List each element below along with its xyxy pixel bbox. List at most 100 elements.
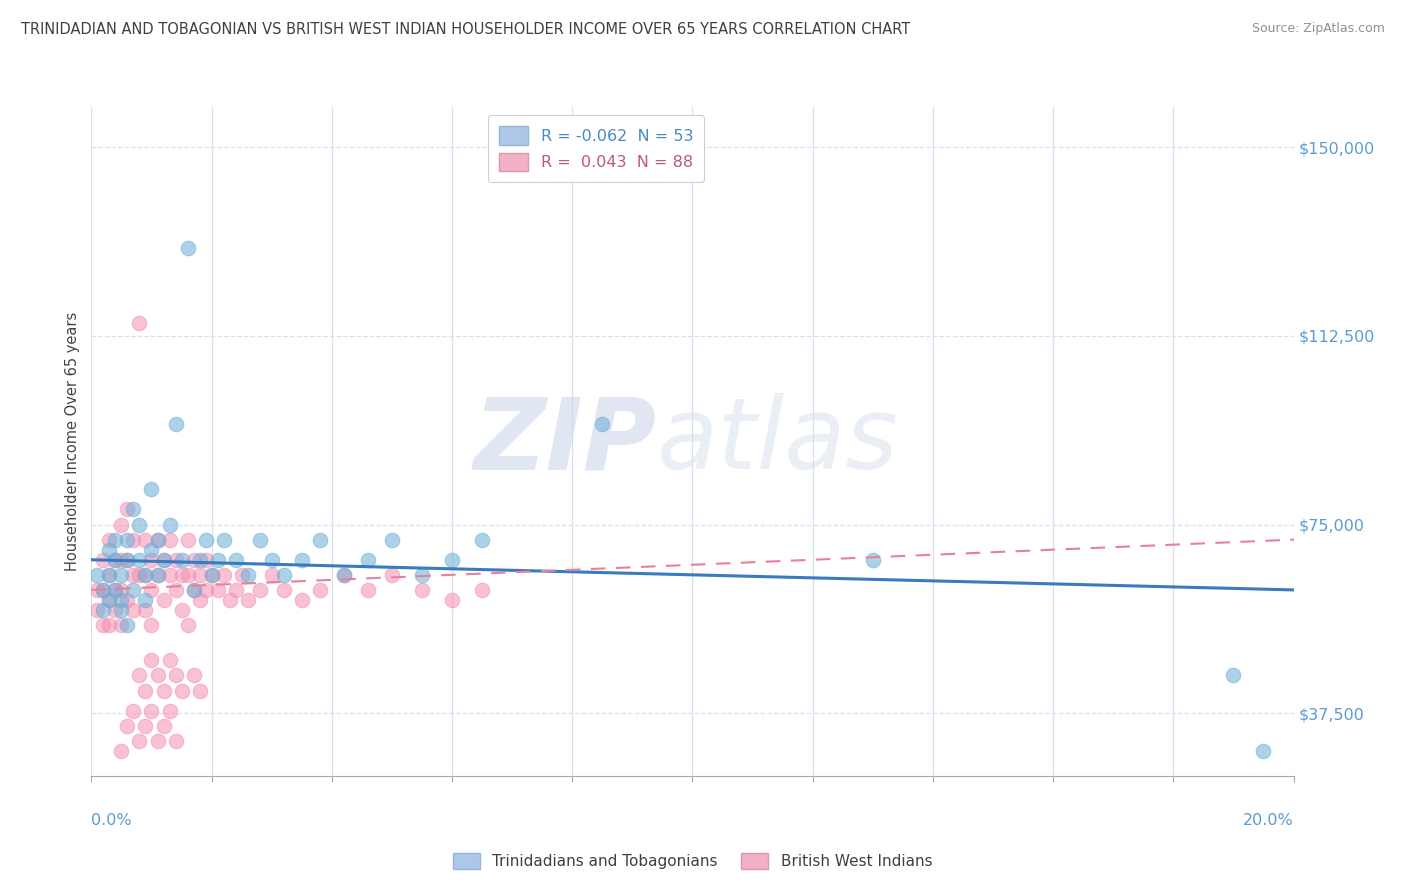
Point	[333, 567, 356, 582]
Point	[110, 618, 132, 632]
Point	[93, 582, 115, 597]
Text: atlas: atlas	[657, 393, 898, 490]
Point	[188, 553, 211, 567]
Point	[93, 582, 115, 597]
Point	[152, 553, 174, 567]
Point	[104, 582, 127, 597]
Point	[249, 582, 271, 597]
Point	[110, 567, 132, 582]
Point	[128, 668, 150, 682]
Point	[134, 567, 156, 582]
Point	[134, 603, 156, 617]
Point	[86, 582, 108, 597]
Point	[291, 553, 314, 567]
Point	[110, 593, 132, 607]
Point	[146, 567, 169, 582]
Point	[141, 618, 163, 632]
Point	[110, 603, 132, 617]
Point	[183, 582, 205, 597]
Point	[93, 618, 115, 632]
Point	[117, 593, 139, 607]
Point	[134, 567, 156, 582]
Point	[231, 567, 253, 582]
Point	[98, 533, 121, 547]
Point	[225, 582, 247, 597]
Point	[273, 582, 295, 597]
Point	[218, 593, 240, 607]
Point	[194, 582, 217, 597]
Point	[110, 553, 132, 567]
Point	[225, 553, 247, 567]
Text: 20.0%: 20.0%	[1243, 814, 1294, 828]
Point	[165, 553, 187, 567]
Point	[260, 567, 283, 582]
Point	[93, 603, 115, 617]
Point	[117, 553, 139, 567]
Point	[110, 744, 132, 758]
Point	[141, 542, 163, 557]
Point	[98, 593, 121, 607]
Point	[176, 618, 198, 632]
Text: 0.0%: 0.0%	[91, 814, 132, 828]
Point	[104, 553, 127, 567]
Point	[104, 553, 127, 567]
Point	[194, 533, 217, 547]
Point	[117, 533, 139, 547]
Point	[440, 593, 463, 607]
Point	[128, 14, 150, 29]
Text: TRINIDADIAN AND TOBAGONIAN VS BRITISH WEST INDIAN HOUSEHOLDER INCOME OVER 65 YEA: TRINIDADIAN AND TOBAGONIAN VS BRITISH WE…	[21, 22, 910, 37]
Point	[159, 517, 181, 532]
Point	[146, 567, 169, 582]
Point	[122, 582, 145, 597]
Point	[104, 533, 127, 547]
Y-axis label: Householder Income Over 65 years: Householder Income Over 65 years	[65, 312, 80, 571]
Point	[128, 517, 150, 532]
Point	[141, 653, 163, 667]
Point	[117, 618, 139, 632]
Point	[207, 582, 229, 597]
Point	[98, 618, 121, 632]
Point	[381, 533, 404, 547]
Point	[212, 567, 235, 582]
Point	[188, 567, 211, 582]
Point	[1253, 744, 1275, 758]
Point	[117, 553, 139, 567]
Point	[170, 603, 193, 617]
Point	[165, 417, 187, 431]
Point	[122, 502, 145, 516]
Point	[273, 567, 295, 582]
Point	[165, 668, 187, 682]
Point	[471, 533, 494, 547]
Point	[291, 593, 314, 607]
Point	[170, 553, 193, 567]
Point	[117, 502, 139, 516]
Point	[146, 533, 169, 547]
Point	[141, 483, 163, 497]
Point	[146, 734, 169, 748]
Point	[141, 704, 163, 718]
Point	[98, 567, 121, 582]
Point	[183, 582, 205, 597]
Point	[86, 567, 108, 582]
Point	[128, 567, 150, 582]
Point	[159, 653, 181, 667]
Point	[98, 542, 121, 557]
Point	[122, 533, 145, 547]
Text: ZIP: ZIP	[474, 393, 657, 490]
Point	[194, 553, 217, 567]
Point	[98, 567, 121, 582]
Point	[110, 517, 132, 532]
Point	[333, 567, 356, 582]
Legend: Trinidadians and Tobagonians, British West Indians: Trinidadians and Tobagonians, British We…	[447, 847, 938, 875]
Point	[98, 593, 121, 607]
Point	[159, 533, 181, 547]
Point	[357, 553, 380, 567]
Point	[104, 603, 127, 617]
Point	[201, 567, 224, 582]
Point	[122, 704, 145, 718]
Point	[152, 593, 174, 607]
Point	[176, 241, 198, 255]
Point	[411, 582, 433, 597]
Point	[260, 553, 283, 567]
Point	[134, 533, 156, 547]
